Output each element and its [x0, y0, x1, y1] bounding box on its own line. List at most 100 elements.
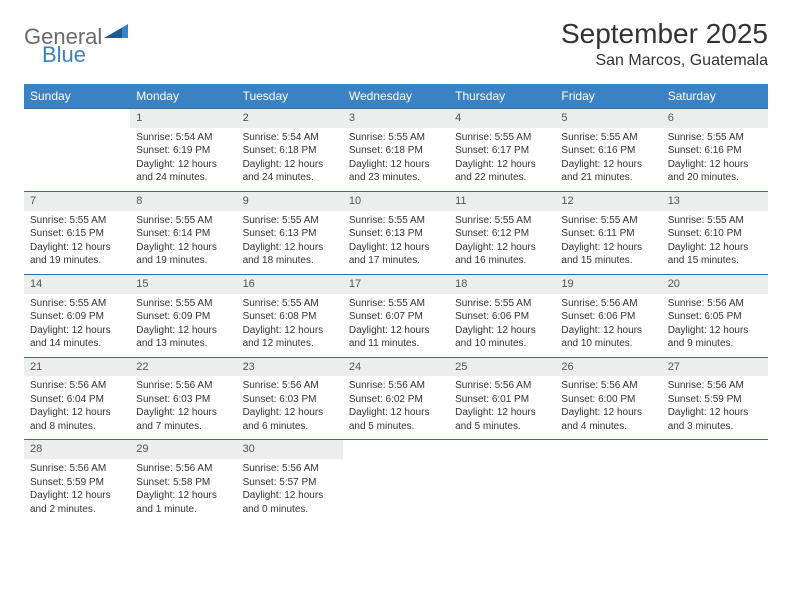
sunrise-text: Sunrise: 5:55 AM — [243, 214, 337, 228]
calendar-table: Sunday Monday Tuesday Wednesday Thursday… — [24, 84, 768, 522]
day-number — [662, 440, 768, 459]
content-row: Sunrise: 5:55 AMSunset: 6:09 PMDaylight:… — [24, 294, 768, 358]
sunset-text: Sunset: 5:59 PM — [668, 393, 762, 407]
day-cell: Sunrise: 5:55 AMSunset: 6:16 PMDaylight:… — [555, 128, 661, 192]
sunrise-text: Sunrise: 5:55 AM — [349, 214, 443, 228]
calendar-body: 123456Sunrise: 5:54 AMSunset: 6:19 PMDay… — [24, 109, 768, 523]
day-cell: Sunrise: 5:55 AMSunset: 6:14 PMDaylight:… — [130, 211, 236, 275]
sunset-text: Sunset: 6:03 PM — [243, 393, 337, 407]
sunrise-text: Sunrise: 5:56 AM — [243, 462, 337, 476]
day-number: 26 — [555, 357, 661, 376]
sunrise-text: Sunrise: 5:55 AM — [455, 214, 549, 228]
sunrise-text: Sunrise: 5:55 AM — [349, 131, 443, 145]
sunset-text: Sunset: 5:57 PM — [243, 476, 337, 490]
day-number: 25 — [449, 357, 555, 376]
day-cell: Sunrise: 5:55 AMSunset: 6:12 PMDaylight:… — [449, 211, 555, 275]
daylight-text: Daylight: 12 hours and 7 minutes. — [136, 406, 230, 433]
sunrise-text: Sunrise: 5:56 AM — [136, 462, 230, 476]
sunrise-text: Sunrise: 5:55 AM — [30, 297, 124, 311]
day-cell: Sunrise: 5:55 AMSunset: 6:13 PMDaylight:… — [237, 211, 343, 275]
daylight-text: Daylight: 12 hours and 11 minutes. — [349, 324, 443, 351]
daylight-text: Daylight: 12 hours and 18 minutes. — [243, 241, 337, 268]
day-cell — [24, 128, 130, 192]
day-number: 23 — [237, 357, 343, 376]
sunset-text: Sunset: 6:15 PM — [30, 227, 124, 241]
day-cell: Sunrise: 5:56 AMSunset: 5:59 PMDaylight:… — [662, 376, 768, 440]
sunset-text: Sunset: 6:09 PM — [30, 310, 124, 324]
day-number: 12 — [555, 191, 661, 210]
day-number: 18 — [449, 274, 555, 293]
daynum-row: 282930 — [24, 440, 768, 459]
sunset-text: Sunset: 5:58 PM — [136, 476, 230, 490]
sunrise-text: Sunrise: 5:56 AM — [561, 379, 655, 393]
day-cell: Sunrise: 5:56 AMSunset: 6:03 PMDaylight:… — [237, 376, 343, 440]
day-number: 22 — [130, 357, 236, 376]
content-row: Sunrise: 5:54 AMSunset: 6:19 PMDaylight:… — [24, 128, 768, 192]
logo-line2: Blue — [42, 42, 86, 68]
logo-mark-icon — [104, 22, 128, 43]
day-cell: Sunrise: 5:55 AMSunset: 6:06 PMDaylight:… — [449, 294, 555, 358]
daylight-text: Daylight: 12 hours and 10 minutes. — [561, 324, 655, 351]
day-number: 15 — [130, 274, 236, 293]
day-number: 19 — [555, 274, 661, 293]
sunrise-text: Sunrise: 5:56 AM — [668, 297, 762, 311]
day-number: 24 — [343, 357, 449, 376]
sunset-text: Sunset: 6:07 PM — [349, 310, 443, 324]
daylight-text: Daylight: 12 hours and 19 minutes. — [30, 241, 124, 268]
day-number: 11 — [449, 191, 555, 210]
day-cell: Sunrise: 5:55 AMSunset: 6:08 PMDaylight:… — [237, 294, 343, 358]
daynum-row: 21222324252627 — [24, 357, 768, 376]
daylight-text: Daylight: 12 hours and 5 minutes. — [349, 406, 443, 433]
daylight-text: Daylight: 12 hours and 10 minutes. — [455, 324, 549, 351]
daylight-text: Daylight: 12 hours and 15 minutes. — [561, 241, 655, 268]
sunset-text: Sunset: 6:08 PM — [243, 310, 337, 324]
day-cell — [343, 459, 449, 522]
day-cell: Sunrise: 5:54 AMSunset: 6:18 PMDaylight:… — [237, 128, 343, 192]
daynum-row: 78910111213 — [24, 191, 768, 210]
day-cell: Sunrise: 5:55 AMSunset: 6:15 PMDaylight:… — [24, 211, 130, 275]
day-cell: Sunrise: 5:56 AMSunset: 6:01 PMDaylight:… — [449, 376, 555, 440]
daylight-text: Daylight: 12 hours and 6 minutes. — [243, 406, 337, 433]
sunrise-text: Sunrise: 5:55 AM — [243, 297, 337, 311]
daynum-row: 14151617181920 — [24, 274, 768, 293]
content-row: Sunrise: 5:56 AMSunset: 5:59 PMDaylight:… — [24, 459, 768, 522]
day-cell: Sunrise: 5:55 AMSunset: 6:07 PMDaylight:… — [343, 294, 449, 358]
daylight-text: Daylight: 12 hours and 17 minutes. — [349, 241, 443, 268]
day-number: 29 — [130, 440, 236, 459]
sunrise-text: Sunrise: 5:55 AM — [668, 214, 762, 228]
sunset-text: Sunset: 6:12 PM — [455, 227, 549, 241]
sunrise-text: Sunrise: 5:55 AM — [455, 131, 549, 145]
day-cell: Sunrise: 5:56 AMSunset: 6:00 PMDaylight:… — [555, 376, 661, 440]
sunset-text: Sunset: 6:03 PM — [136, 393, 230, 407]
day-cell: Sunrise: 5:55 AMSunset: 6:10 PMDaylight:… — [662, 211, 768, 275]
sunset-text: Sunset: 6:13 PM — [243, 227, 337, 241]
day-number: 30 — [237, 440, 343, 459]
day-cell: Sunrise: 5:55 AMSunset: 6:11 PMDaylight:… — [555, 211, 661, 275]
day-cell: Sunrise: 5:55 AMSunset: 6:16 PMDaylight:… — [662, 128, 768, 192]
day-number: 9 — [237, 191, 343, 210]
daylight-text: Daylight: 12 hours and 8 minutes. — [30, 406, 124, 433]
day-cell: Sunrise: 5:55 AMSunset: 6:09 PMDaylight:… — [24, 294, 130, 358]
weekday-header: Sunday — [24, 84, 130, 109]
weekday-header: Wednesday — [343, 84, 449, 109]
day-number: 3 — [343, 109, 449, 128]
day-number: 27 — [662, 357, 768, 376]
day-number: 4 — [449, 109, 555, 128]
sunset-text: Sunset: 6:02 PM — [349, 393, 443, 407]
weekday-header: Tuesday — [237, 84, 343, 109]
day-number — [24, 109, 130, 128]
day-cell — [449, 459, 555, 522]
daylight-text: Daylight: 12 hours and 9 minutes. — [668, 324, 762, 351]
sunrise-text: Sunrise: 5:56 AM — [30, 462, 124, 476]
sunrise-text: Sunrise: 5:56 AM — [668, 379, 762, 393]
day-cell: Sunrise: 5:56 AMSunset: 6:05 PMDaylight:… — [662, 294, 768, 358]
daylight-text: Daylight: 12 hours and 23 minutes. — [349, 158, 443, 185]
day-number — [343, 440, 449, 459]
sunset-text: Sunset: 6:06 PM — [455, 310, 549, 324]
sunrise-text: Sunrise: 5:54 AM — [136, 131, 230, 145]
sunset-text: Sunset: 6:14 PM — [136, 227, 230, 241]
day-cell: Sunrise: 5:56 AMSunset: 6:04 PMDaylight:… — [24, 376, 130, 440]
location: San Marcos, Guatemala — [561, 52, 768, 70]
daylight-text: Daylight: 12 hours and 3 minutes. — [668, 406, 762, 433]
sunset-text: Sunset: 6:18 PM — [349, 144, 443, 158]
